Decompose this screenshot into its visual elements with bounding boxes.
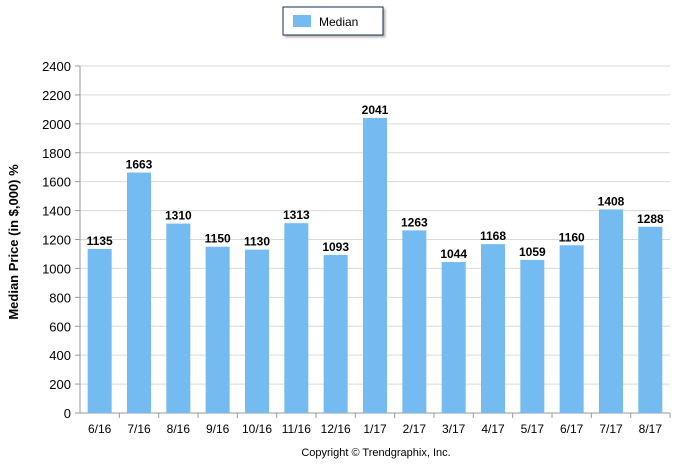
x-tick-label: 3/17 bbox=[442, 422, 466, 436]
data-label: 1408 bbox=[598, 194, 625, 208]
y-tick-label: 1000 bbox=[42, 261, 71, 276]
y-tick-label: 600 bbox=[49, 319, 71, 334]
x-tick-label: 7/17 bbox=[599, 422, 623, 436]
bar bbox=[402, 230, 427, 413]
x-tick-label: 6/16 bbox=[88, 422, 112, 436]
data-label: 1288 bbox=[637, 212, 664, 226]
y-tick-label: 1800 bbox=[42, 146, 71, 161]
bar bbox=[363, 117, 387, 413]
data-label: 1313 bbox=[283, 208, 310, 222]
y-tick-label: 2200 bbox=[42, 88, 71, 103]
legend: Median bbox=[282, 6, 384, 36]
data-label: 1310 bbox=[165, 209, 192, 223]
bar bbox=[441, 262, 466, 413]
bar bbox=[166, 223, 191, 413]
x-tick-label: 4/17 bbox=[481, 422, 505, 436]
data-label: 2041 bbox=[362, 103, 389, 117]
x-tick-label: 8/16 bbox=[167, 422, 191, 436]
x-tick-label: 9/16 bbox=[206, 422, 230, 436]
x-tick-label: 10/16 bbox=[242, 422, 272, 436]
y-tick-label: 2400 bbox=[42, 59, 71, 74]
bar bbox=[559, 245, 584, 413]
bar bbox=[127, 172, 151, 413]
x-tick-label: 2/17 bbox=[403, 422, 427, 436]
data-label: 1135 bbox=[87, 234, 113, 248]
bar bbox=[245, 249, 269, 413]
data-label: 1130 bbox=[244, 235, 270, 249]
x-tick-label: 6/17 bbox=[560, 422, 584, 436]
y-tick-label: 400 bbox=[49, 348, 71, 363]
y-tick-label: 800 bbox=[49, 290, 71, 305]
y-tick-label: 2000 bbox=[42, 117, 71, 132]
y-tick-label: 200 bbox=[49, 377, 71, 392]
bars bbox=[87, 117, 663, 413]
data-label: 1150 bbox=[205, 232, 231, 246]
x-tick-label: 11/16 bbox=[282, 422, 311, 436]
y-tick-label: 1400 bbox=[42, 204, 71, 219]
x-tick-label: 1/17 bbox=[363, 422, 387, 436]
bar bbox=[284, 223, 309, 413]
data-label: 1663 bbox=[126, 158, 153, 172]
data-label: 1168 bbox=[480, 229, 506, 243]
data-label: 1160 bbox=[559, 230, 585, 244]
data-label: 1093 bbox=[322, 240, 349, 254]
bar bbox=[205, 246, 230, 413]
y-axis-title: Median Price (in $,000) % bbox=[6, 164, 21, 320]
bar bbox=[87, 248, 112, 413]
bar bbox=[520, 259, 545, 413]
y-tick-label: 1200 bbox=[42, 233, 71, 248]
x-tick-label: 7/16 bbox=[127, 422, 151, 436]
x-tick-label: 12/16 bbox=[321, 422, 351, 436]
copyright-text: Copyright © Trendgraphix, Inc. bbox=[301, 447, 450, 459]
data-label: 1059 bbox=[519, 245, 546, 259]
bar bbox=[481, 244, 505, 413]
x-tick-label: 8/17 bbox=[639, 422, 663, 436]
bar bbox=[638, 226, 663, 413]
bar bbox=[599, 209, 623, 413]
data-label: 1044 bbox=[440, 247, 467, 261]
legend-label: Median bbox=[319, 15, 358, 29]
data-label: 1263 bbox=[401, 215, 428, 229]
legend-swatch bbox=[293, 15, 311, 27]
y-tick-label: 1600 bbox=[42, 175, 71, 190]
bar bbox=[323, 254, 348, 413]
data-labels: 1135 1663 1310 1150 1130 1313 1093 2041 1263 1044… bbox=[87, 103, 664, 261]
y-tick-label: 0 bbox=[64, 406, 71, 421]
x-tick-label: 5/17 bbox=[521, 422, 545, 436]
